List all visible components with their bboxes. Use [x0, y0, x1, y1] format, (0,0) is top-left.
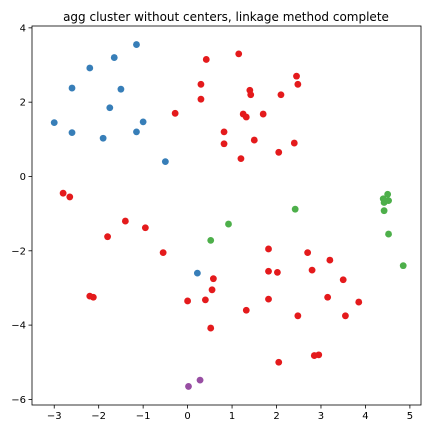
scatter-point-cluster-2	[202, 56, 210, 63]
scatter-point-cluster-2	[66, 193, 74, 201]
x-tick-label: −1	[136, 411, 151, 422]
scatter-point-cluster-2	[247, 91, 255, 99]
scatter-point-cluster-3	[291, 205, 299, 213]
scatter-point-cluster-2	[250, 136, 258, 144]
scatter-point-cluster-1	[117, 85, 125, 93]
scatter-point-cluster-1	[68, 129, 76, 137]
x-tick-label: 5	[407, 411, 413, 422]
scatter-point-cluster-2	[208, 286, 216, 294]
scatter-point-cluster-2	[355, 298, 363, 306]
x-tick-label: 2	[273, 411, 279, 422]
scatter-point-cluster-1	[106, 104, 114, 112]
x-tick-label: 4	[362, 411, 368, 422]
scatter-point-cluster-2	[294, 312, 302, 320]
y-tick-label: 0	[20, 172, 26, 183]
scatter-point-cluster-2	[237, 155, 245, 163]
scatter-point-cluster-2	[277, 91, 285, 99]
scatter-point-cluster-1	[139, 118, 147, 126]
scatter-point-cluster-2	[294, 80, 302, 88]
y-axis: −6 −4 −2 0 2 4	[11, 23, 32, 406]
scatter-point-cluster-1	[99, 134, 107, 142]
scatter-point-cluster-2	[207, 324, 215, 332]
scatter-point-cluster-3	[385, 230, 392, 238]
scatter-point-cluster-1	[133, 41, 140, 48]
scatter-point-cluster-2	[315, 351, 323, 359]
y-tick-label: 4	[20, 23, 26, 34]
scatter-point-cluster-3	[380, 207, 388, 215]
scatter-point-cluster-2	[324, 293, 332, 301]
scatter-point-cluster-2	[209, 275, 217, 283]
scatter-point-cluster-2	[104, 233, 111, 241]
scatter-point-cluster-2	[59, 189, 67, 197]
scatter-point-cluster-2	[141, 224, 149, 232]
scatter-point-cluster-2	[220, 140, 228, 148]
scatter-point-cluster-2	[197, 80, 205, 88]
y-tick-label: −2	[11, 246, 26, 257]
x-tick-label: 0	[184, 411, 190, 422]
scatter-point-cluster-2	[275, 358, 283, 366]
scatter-point-cluster-1	[193, 269, 201, 277]
x-axis: −3 −2 −1 0 1 2 3 4 5	[47, 405, 413, 422]
scatter-point-cluster-2	[304, 249, 312, 257]
scatter-point-cluster-2	[220, 128, 228, 136]
scatter-point-cluster-2	[184, 297, 192, 305]
y-tick-label: −6	[11, 395, 26, 406]
scatter-point-cluster-2	[265, 245, 272, 253]
scatter-point-cluster-2	[171, 109, 179, 117]
scatter-point-cluster-1	[110, 54, 118, 61]
scatter-point-cluster-2	[201, 296, 209, 304]
scatter-point-cluster-4	[196, 376, 204, 384]
scatter-point-cluster-1	[133, 128, 140, 136]
scatter-point-cluster-2	[275, 148, 283, 156]
chart-title: agg cluster without centers, linkage met…	[63, 10, 389, 24]
x-tick-label: −3	[47, 411, 62, 422]
y-tick-label: 2	[20, 98, 26, 109]
x-tick-label: −2	[91, 411, 106, 422]
scatter-point-cluster-1	[161, 158, 169, 166]
scatter-point-cluster-2	[265, 267, 272, 275]
y-tick-label: −4	[11, 321, 26, 332]
scatter-point-cluster-3	[225, 220, 232, 228]
data-points	[50, 41, 407, 390]
x-tick-label: 3	[318, 411, 324, 422]
scatter-point-cluster-4	[185, 383, 192, 390]
scatter-point-cluster-2	[339, 276, 347, 284]
scatter-point-cluster-2	[159, 249, 167, 257]
scatter-point-cluster-2	[259, 110, 267, 118]
scatter-point-cluster-2	[293, 72, 300, 80]
scatter-point-cluster-2	[242, 306, 250, 314]
scatter-point-cluster-3	[399, 262, 407, 270]
x-tick-label: 1	[229, 411, 235, 422]
scatter-point-cluster-2	[274, 268, 281, 276]
scatter-point-cluster-2	[197, 95, 205, 103]
scatter-point-cluster-2	[326, 256, 334, 264]
scatter-point-cluster-2	[89, 293, 97, 301]
scatter-point-cluster-1	[68, 84, 76, 92]
scatter-point-cluster-2	[290, 139, 298, 147]
scatter-point-cluster-2	[235, 50, 243, 58]
scatter-point-cluster-2	[265, 295, 272, 303]
scatter-point-cluster-2	[308, 266, 316, 274]
scatter-point-cluster-1	[50, 119, 58, 127]
scatter-point-cluster-3	[385, 197, 392, 205]
scatter-point-cluster-2	[121, 217, 129, 225]
scatter-point-cluster-2	[342, 312, 349, 320]
scatter-point-cluster-3	[207, 236, 215, 244]
scatter-point-cluster-2	[242, 113, 250, 121]
scatter-point-cluster-3	[384, 190, 392, 198]
plot-frame	[31, 25, 422, 406]
scatter-point-cluster-1	[86, 64, 94, 72]
